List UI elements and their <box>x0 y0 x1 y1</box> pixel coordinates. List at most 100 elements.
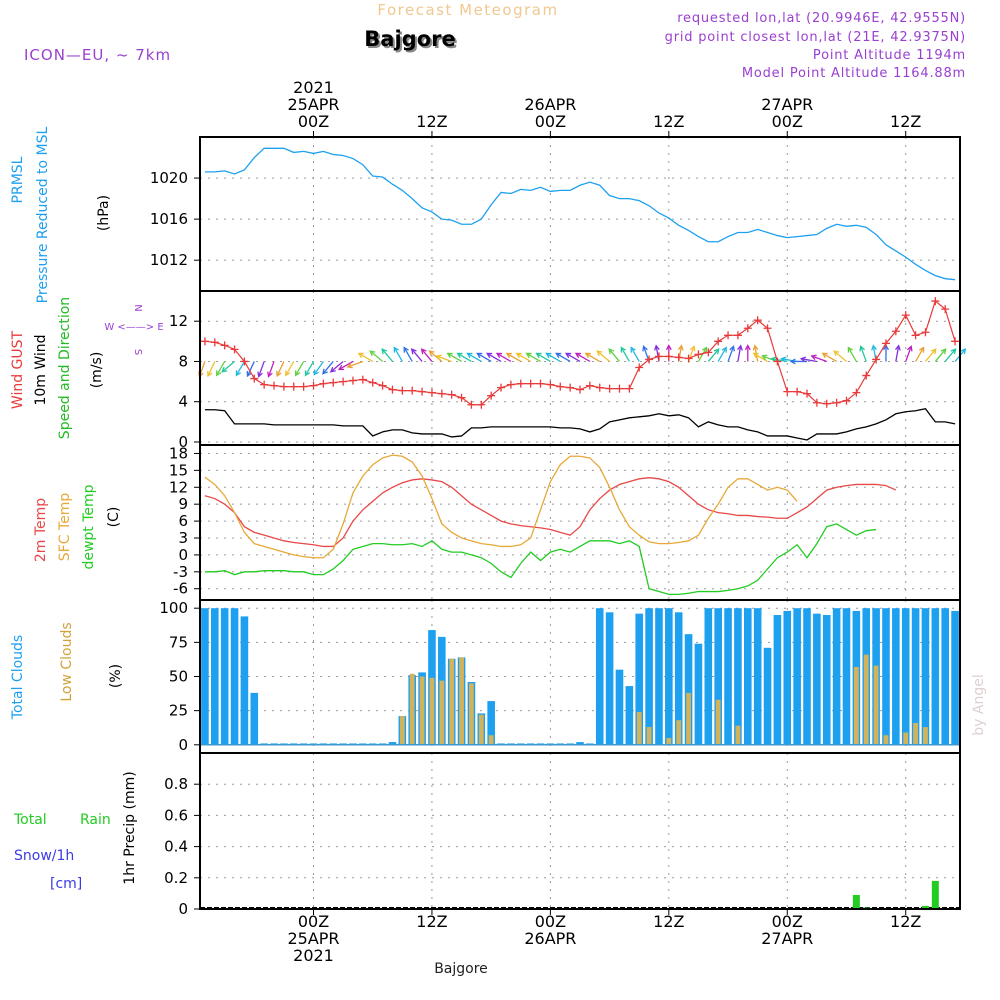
y-tick-label: 15 <box>169 461 188 479</box>
compass-west-east: W <——> E <box>104 322 163 333</box>
total-cloud-bar <box>743 608 752 745</box>
total-cloud-bar <box>211 608 219 745</box>
wind-gust-marker <box>576 385 584 394</box>
pressure-label: Pressure Reduced to MSL <box>35 126 51 303</box>
wind-direction-arrowhead <box>313 369 319 376</box>
total-cloud-bar <box>388 742 397 745</box>
total-cloud-bar <box>951 610 959 745</box>
wind-direction-arrowhead <box>729 345 735 352</box>
wind-direction-arrowhead <box>246 370 252 378</box>
wind-gust-marker <box>210 338 219 347</box>
bottom-time-label: 2021 <box>293 946 334 965</box>
total-cloud-bar <box>201 608 209 745</box>
snow-unit-legend: [cm] <box>50 876 82 892</box>
wind-direction-arrowhead <box>525 352 532 359</box>
wind-gust-marker <box>516 379 525 388</box>
wind-direction-arrowhead <box>381 348 388 355</box>
wind-gust-marker <box>299 382 308 391</box>
y-tick-label: 50 <box>169 668 188 686</box>
wind-direction-arrowhead <box>642 345 648 352</box>
wind-direction-arrow <box>258 361 265 377</box>
wind-direction-arrow <box>707 348 720 362</box>
wind-direction-arrow <box>833 350 847 362</box>
wind-gust-marker <box>497 383 506 392</box>
clouds-panel: 0 25 50 75 100 <box>159 599 961 754</box>
wind-gust-marker <box>911 331 920 340</box>
wind-direction-arrowhead <box>789 358 796 365</box>
total-cloud-bar <box>220 608 229 745</box>
wind-direction-arrowhead <box>329 366 336 373</box>
wind-gust-marker <box>348 376 357 385</box>
wind-direction-arrowhead <box>505 352 512 359</box>
prmsl-line <box>204 147 956 281</box>
wind-direction-arrowhead <box>950 348 957 355</box>
wind-gust-marker <box>635 363 644 372</box>
wind-direction-arrowhead <box>960 348 967 355</box>
percent-unit: (%) <box>108 664 124 688</box>
wind-direction-arrow <box>536 352 551 363</box>
total-cloud-bar <box>724 608 732 745</box>
wind-direction-arrow <box>915 347 925 362</box>
total-cloud-bar <box>230 608 239 745</box>
model-label: ICON—EU, ~ 7km <box>24 46 171 64</box>
prmsl-label: PRMSL <box>10 156 26 203</box>
total-cloud-bar <box>911 608 920 745</box>
wind-gust-marker <box>605 384 614 393</box>
wind-direction-arrowhead <box>466 352 473 359</box>
total-cloud-bar <box>941 608 949 745</box>
low-cloud-bar <box>853 666 859 745</box>
wind-gust-marker <box>862 371 871 380</box>
wind-direction-arrow <box>944 348 956 362</box>
wind-direction-arrow <box>221 360 235 373</box>
wind-gust-marker <box>398 386 407 395</box>
wind-direction-arrow <box>403 347 413 362</box>
wind-gust-marker <box>891 327 900 336</box>
bottom-time-label: 26APR <box>524 929 576 948</box>
panel-frame <box>199 752 961 910</box>
y-tick-label: 0 <box>178 433 188 451</box>
wind-gust-marker <box>595 383 604 392</box>
wind-gust-marker <box>951 337 960 346</box>
wind-gust-marker <box>467 400 476 409</box>
wind-direction-arrowhead <box>403 346 409 353</box>
wind-direction-arrow <box>727 346 735 362</box>
wind-direction-arrowhead <box>357 352 364 359</box>
wind-gust-marker <box>842 396 851 405</box>
wind-direction-arrowhead <box>799 356 807 363</box>
total-cloud-bar <box>625 686 634 745</box>
wind-gust-marker <box>753 316 762 325</box>
low-cloud-bar <box>449 658 455 745</box>
total-cloud-bar <box>655 608 663 745</box>
wind-gust-marker <box>654 352 663 361</box>
wind-direction-arrow <box>585 352 601 363</box>
wind-gust-label: Wind GUST <box>10 330 26 409</box>
wind-direction-arrow <box>447 352 462 363</box>
wind-gust-marker <box>250 374 259 383</box>
wind-direction-arrowhead <box>780 356 787 363</box>
panel-frame <box>199 444 961 601</box>
low-cloud-bar <box>488 735 494 745</box>
wind-direction-arrow <box>895 345 900 362</box>
y-tick-label: 1012 <box>150 251 188 269</box>
wind-gust-marker <box>645 355 654 364</box>
wind-direction-arrow <box>313 361 324 375</box>
y-tick-label: -6 <box>173 580 188 598</box>
wind-direction-arrowhead <box>535 352 542 359</box>
low-cloud-bar <box>686 692 691 745</box>
top-time-label: 26APR <box>524 95 576 114</box>
wind-direction-arrow <box>546 352 561 363</box>
low-cloud-bar <box>636 712 642 745</box>
wind-gust-marker <box>901 311 910 320</box>
y-tick-label: 0.4 <box>164 838 188 856</box>
wind-direction-arrow <box>457 352 472 363</box>
wind-direction-arrowhead <box>276 370 282 378</box>
station-title: Bajgore <box>364 27 455 51</box>
total-cloud-bar <box>674 612 683 745</box>
low-cloud-bar <box>439 680 445 745</box>
wind-gust-marker <box>881 339 890 348</box>
panel-frame <box>199 136 961 292</box>
wind-direction-arrowhead <box>235 370 242 377</box>
wind-direction-arrowhead <box>689 345 696 352</box>
wind-direction-arrow <box>934 348 947 362</box>
